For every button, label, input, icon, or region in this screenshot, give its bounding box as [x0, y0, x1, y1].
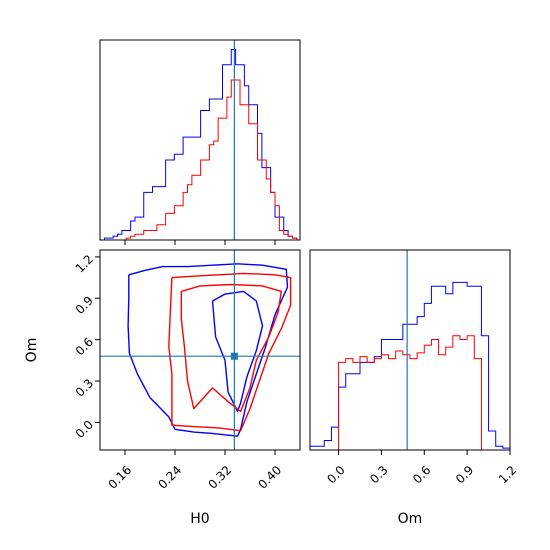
- contour-line-0: [127, 263, 289, 437]
- contour-line-3: [180, 283, 282, 413]
- h0-axis-label: H0: [190, 511, 209, 527]
- hist-om-series-1-step: [310, 335, 510, 450]
- om-x-axis-label: Om: [398, 511, 423, 527]
- om-y-axis-label: Om: [24, 338, 40, 363]
- h0-histogram-panel: [99, 39, 301, 245]
- contour-truth-marker: [230, 352, 238, 360]
- hist-h0-series-1-step: [104, 79, 298, 240]
- h0-histogram-frame: [99, 39, 301, 241]
- contour-line-1: [211, 290, 264, 413]
- contour-line-2: [168, 272, 292, 432]
- hist-h0-series-0-step: [103, 49, 298, 240]
- om-histogram-frame: [309, 249, 511, 451]
- h0-om-contour-frame: [99, 249, 301, 451]
